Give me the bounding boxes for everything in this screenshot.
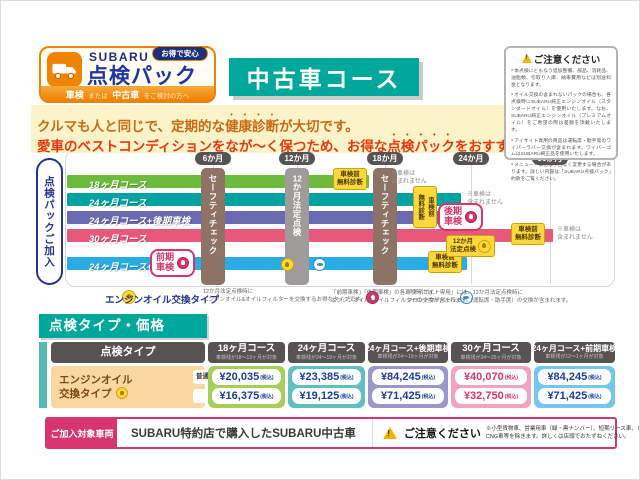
eligibility-value: SUBARU特約店で購入したSUBARU中古車	[131, 428, 356, 440]
safety-check-column-6m: セーフティチェック	[201, 168, 225, 285]
safety-check-column-18m: セーフティチェック	[373, 168, 397, 285]
truck-icon	[47, 52, 82, 87]
engine-oil-icon	[478, 239, 491, 253]
badge-late-shaken: 後期 車検	[438, 203, 484, 231]
col-header-30m: 30ヶ月コース 車検残が34〜25ヶ月が対象	[451, 342, 531, 363]
oil-type-row-label: エンジンオイル 交換タイプ	[59, 374, 133, 401]
eyesight-icon	[313, 258, 327, 271]
badge-free-checkup-30m: 車検前 無料診断	[511, 223, 545, 246]
col-header-type: 点検タイプ	[51, 342, 205, 363]
tagline-shaken: 車検	[65, 90, 84, 100]
eyesight-icon	[459, 291, 473, 304]
price-cell-24m-early: ¥84,245 (税込) ¥71,425 (税込)	[534, 366, 615, 408]
legend-oil-type-desc: 12か月法定点検時に エンジンオイル&オイルフィルターを交換するお得なタイプです。	[203, 289, 366, 303]
eligibility-label: ご加入対象車両	[47, 419, 117, 447]
tagline-used-car: 中古車	[112, 90, 140, 100]
otoku-badge: お得で安心	[152, 46, 208, 61]
notice-para: 本点検にともなう追加整備、部品、消耗品、油脂類、引取り入庫、納車費用などは別途料…	[511, 68, 611, 90]
table-accent-bar	[39, 342, 47, 408]
col-header-24m-early: 24ヶ月コース+前期車検 車検残が12〜1ヶ月が対象	[532, 342, 617, 363]
price-cell-24m: ¥23,385 (税込) ¥19,125 (税込)	[288, 366, 365, 408]
footer-warning: ご注意ください ※小型貨物車、営業用車（緑・黒ナンバー）、短期リース車、レンタカ…	[371, 419, 639, 447]
note-no-shaken-30m: ※車検は 含まれません	[557, 227, 593, 241]
warning-icon	[382, 427, 397, 439]
engine-oil-icon	[121, 290, 136, 304]
price-cell-24m-late: ¥84,245 (税込) ¥71,425 (税込)	[368, 366, 448, 408]
note-no-shaken-18m: ※車検は 含まれません	[391, 171, 427, 185]
engine-oil-icon	[281, 258, 294, 271]
legend-oil-type-label: エンジンオイル交換タイプ	[105, 295, 220, 306]
bar-course-24m-early: 24ヶ月コース+前期車検	[67, 257, 467, 273]
intro-band	[31, 105, 504, 153]
product-name: 点検パック	[87, 65, 197, 88]
bar-course-24m-late: 24ヶ月コース+後期車検	[67, 211, 473, 227]
badge-legal-12m: 12か月 法定点検	[446, 235, 495, 258]
notice-para: メニュー・価格は予告なく変更する場合があります。詳しい内容は「SUBARU点検パ…	[511, 162, 611, 184]
brand-name: SUBARU	[89, 50, 150, 64]
badge-free-checkup-18m: 車検前 無料診断	[333, 168, 367, 191]
bar-course-24m: 24ヶ月コース	[67, 193, 461, 209]
timeline-side-label: 点検パックご加入	[36, 158, 63, 285]
oil-included-icon	[465, 210, 478, 223]
col-header-24m: 24ヶ月コース 車検残が24〜19ヶ月が対象	[288, 342, 365, 363]
price-cell-30m: ¥40,070 (税込) ¥32,750 (税込)	[451, 366, 531, 408]
oil-included-icon	[366, 291, 380, 304]
engine-oil-icon	[116, 387, 129, 400]
legend-eyesight-desc: 「アイサイト専用」には、12か月法定点検時に フロントワイパーラバー（運転席・助手…	[407, 290, 572, 304]
bar-course-30m: 30ヶ月コース	[67, 229, 553, 245]
warning-icon	[521, 54, 532, 63]
logo-tagline: 車検 または 中古車 をご検討の方へ	[41, 86, 214, 101]
month-label-12: 12か月	[279, 152, 315, 165]
month-label-18: 18か月	[367, 152, 403, 165]
notice-para: オイル交換の含まれないパックの場合も、各点検時にSUBARU純正エンジンオイル（…	[511, 92, 611, 135]
col-header-24m-late: 24ヶ月コース+後期車検 車検残が24〜19ヶ月が対象	[365, 342, 451, 363]
note-no-shaken-24m: ※車検は 含まれません	[467, 192, 503, 206]
pricing-section-title: 点検タイプ・価格	[39, 314, 207, 338]
tagline-rest: をご検討の方へ	[143, 93, 190, 100]
notice-box: ご注意ください 本点検にともなう追加整備、部品、消耗品、油脂類、引取り入庫、納車…	[504, 46, 618, 182]
notice-heading: ご注意ください	[511, 52, 611, 66]
intro-line1: クルマも人と同じで、定期的な健康診断が大切です。	[37, 119, 359, 134]
oil-included-icon	[177, 256, 190, 269]
row-label-cell: エンジンオイル 交換タイプ 普通・小型乗用車 軽自動車	[51, 366, 251, 408]
price-cell-18m: ¥20,035 (税込) ¥16,375 (税込)	[208, 366, 285, 408]
gridline-30m	[550, 165, 551, 284]
col-header-18m: 18ヶ月コース 車検残が18〜13ヶ月が対象	[208, 342, 285, 363]
eligibility-bar: ご加入対象車両 SUBARU特約店で購入したSUBARU中古車 ご注意ください …	[45, 417, 639, 449]
notice-para: アイサイト専用の商品は運転席・助手席のワイパーラバー交換が含まれます。ワイパーゴ…	[511, 138, 611, 160]
legend-shaken-desc: 「前期車検」「後期車検」の各車検時には、 エンジンオイル&オイルフィルターの交換が…	[331, 290, 472, 304]
tagline-or: または	[88, 93, 108, 100]
badge-early-shaken: 前期 車検	[150, 249, 196, 277]
month-label-6: 6か月	[195, 152, 231, 165]
page-title: 中古車コース	[229, 58, 419, 96]
badge-free-checkup-24m: 車検前 無料診断	[413, 186, 437, 228]
month-label-24: 24か月	[453, 152, 489, 165]
